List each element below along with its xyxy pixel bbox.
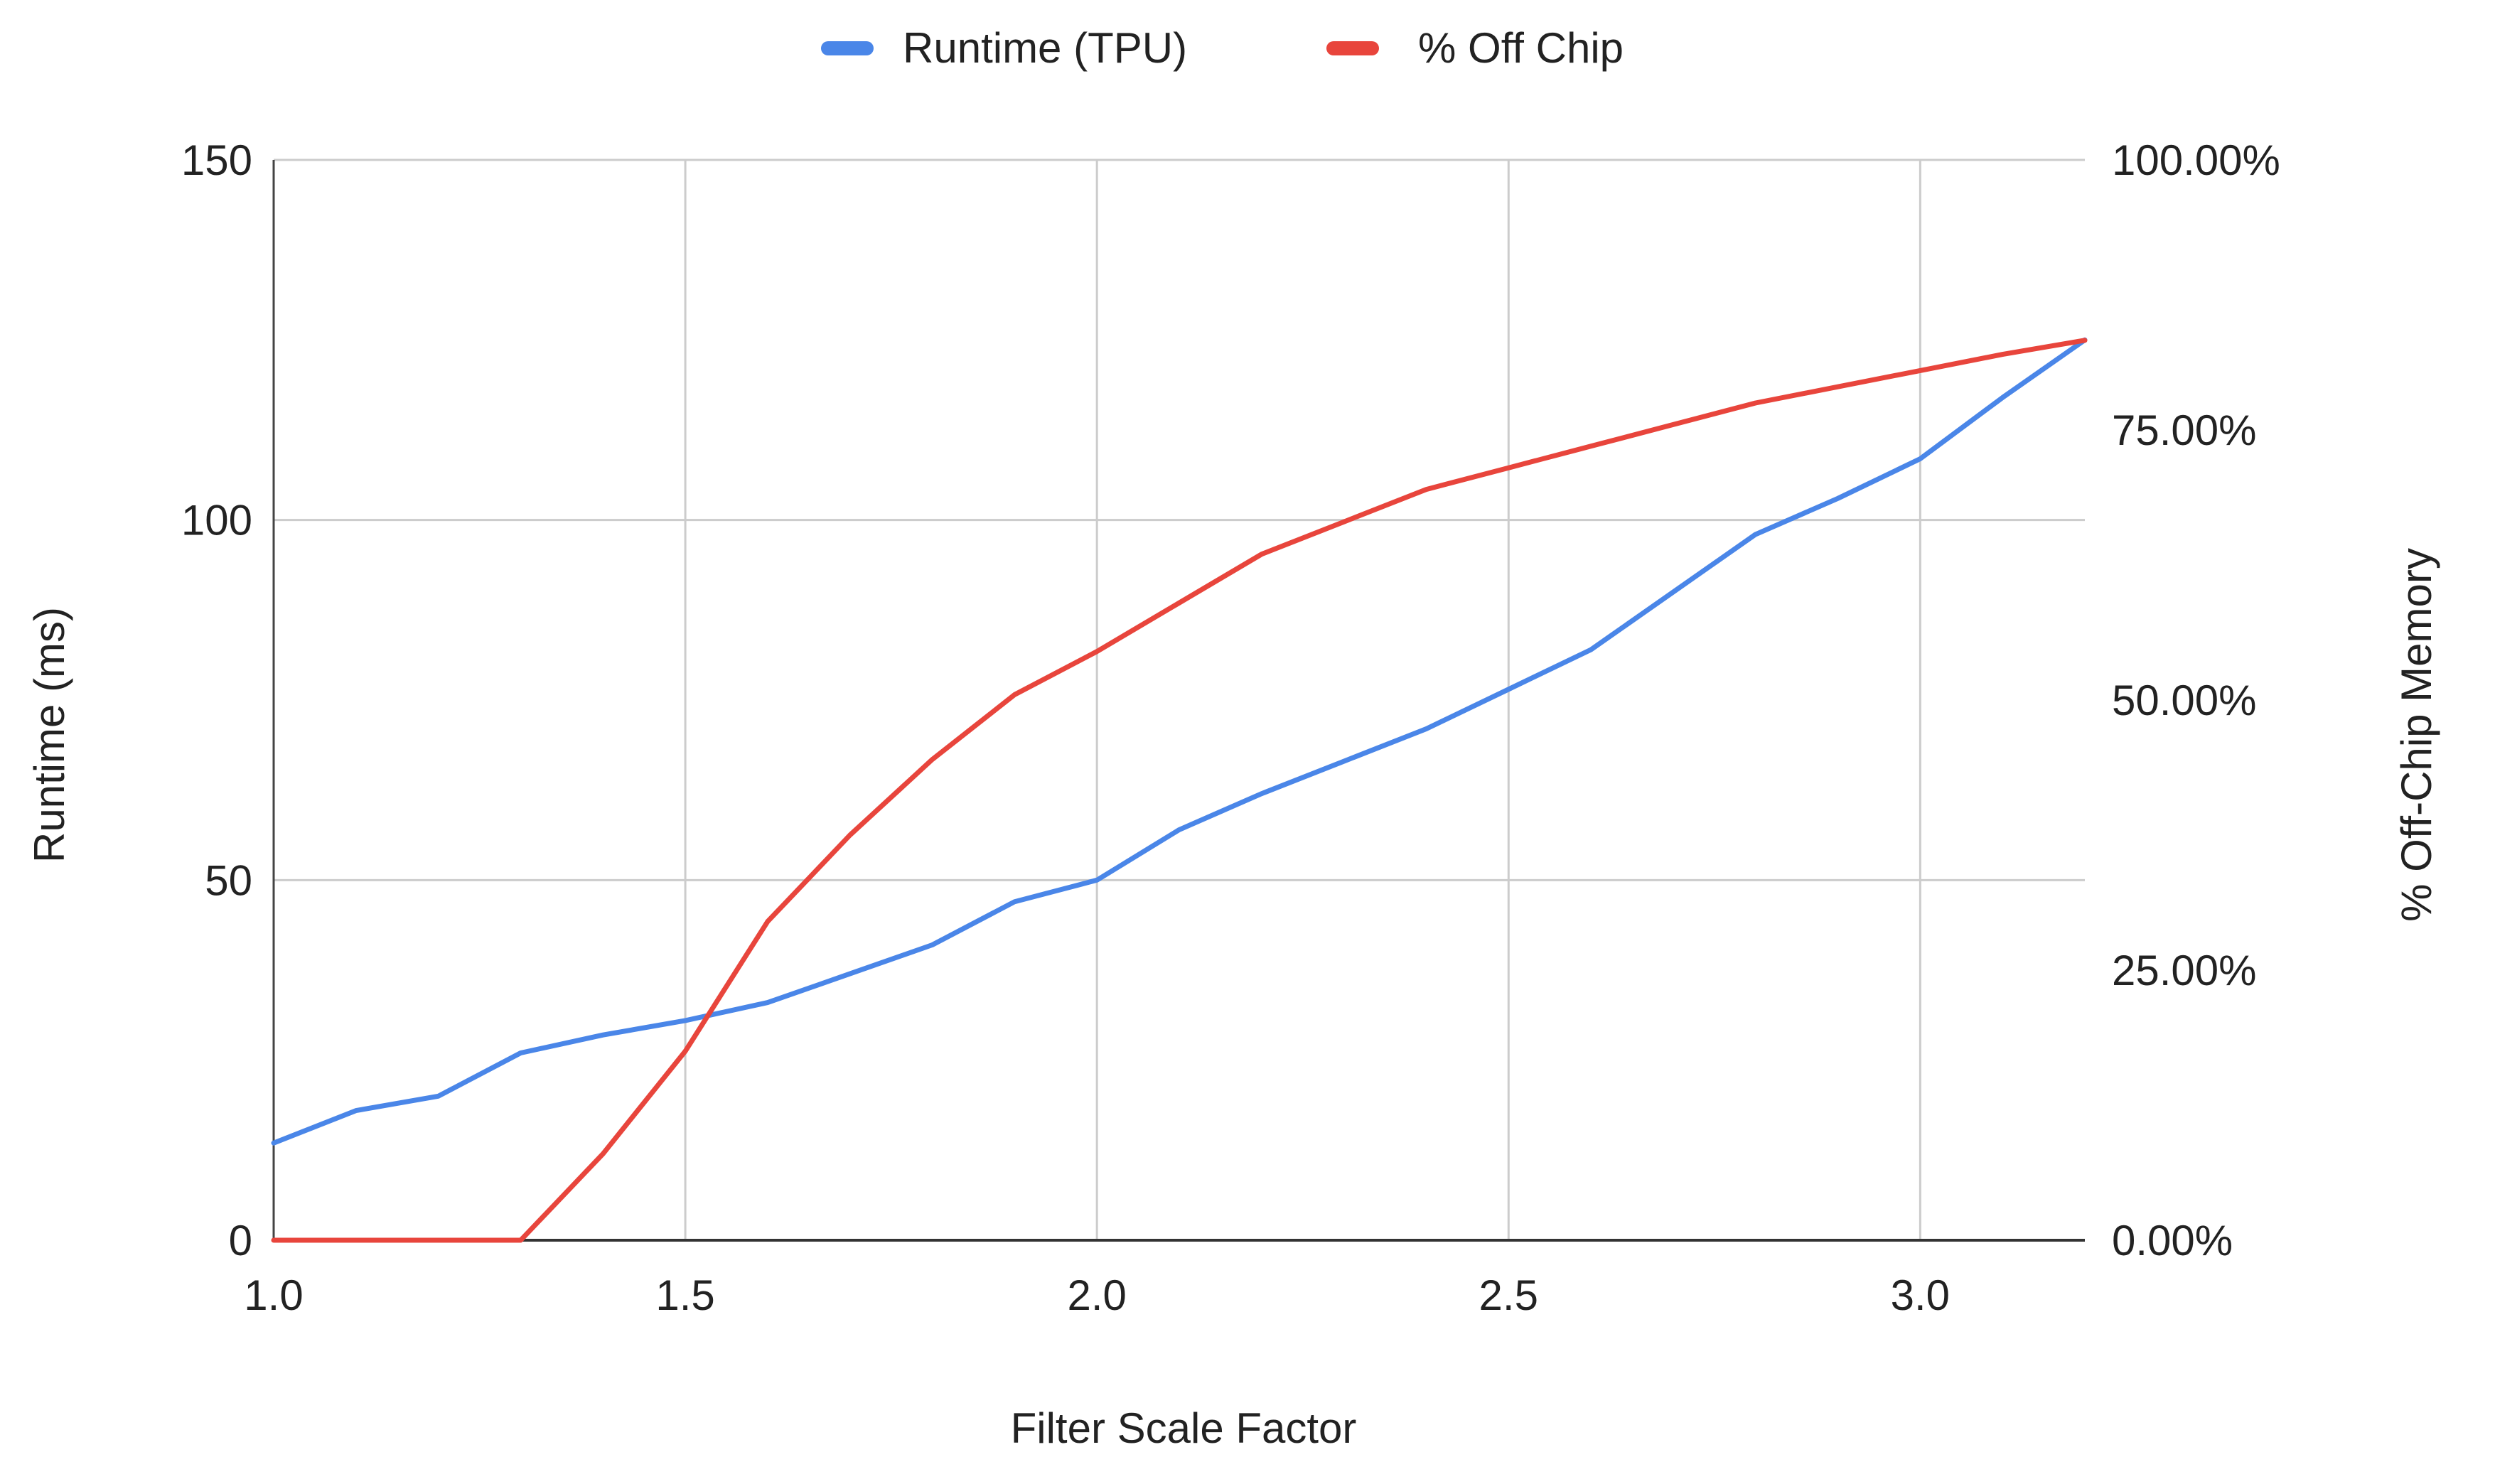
x-tick-label: 2.0: [1067, 1271, 1126, 1319]
y2-tick-label: 50.00%: [2112, 677, 2257, 724]
y2-tick-label: 100.00%: [2112, 136, 2280, 184]
legend-label-runtime: Runtime (TPU): [903, 24, 1187, 72]
series-layer: [271, 337, 2088, 1243]
y2-tick-label: 75.00%: [2112, 407, 2257, 454]
legend-label-offchip: % Off Chip: [1418, 24, 1624, 72]
y-tick-label: 150: [181, 136, 252, 184]
legend-swatch-offchip: [1326, 41, 1379, 55]
y-tick-label: 0: [229, 1217, 252, 1264]
x-tick-label: 3.0: [1891, 1271, 1950, 1319]
legend-swatch-runtime: [821, 41, 874, 55]
grid: [272, 158, 2085, 1240]
x-axis-title: Filter Scale Factor: [1011, 1404, 1357, 1452]
y2-axis-title: % Off-Chip Memory: [2393, 548, 2440, 922]
x-tick-label: 2.5: [1479, 1271, 1538, 1319]
tick-labels: 1.0 1.5 2.0 2.5 3.0 0 50 100 150 0.00% 25.00% 50.00…: [181, 136, 2280, 1319]
legend: Runtime (TPU) % Off Chip: [821, 24, 1624, 72]
y-tick-label: 50: [205, 856, 252, 904]
axes: [272, 160, 2085, 1242]
x-tick-label: 1.0: [244, 1271, 303, 1319]
x-tick-label: 1.5: [655, 1271, 714, 1319]
series-line-offchip: [271, 338, 2088, 1243]
y-axis-title: Runtime (ms): [26, 607, 73, 863]
y2-tick-label: 25.00%: [2112, 947, 2257, 994]
y2-tick-label: 0.00%: [2112, 1217, 2233, 1264]
series-line-runtime: [271, 337, 2088, 1146]
y-tick-label: 100: [181, 497, 252, 544]
